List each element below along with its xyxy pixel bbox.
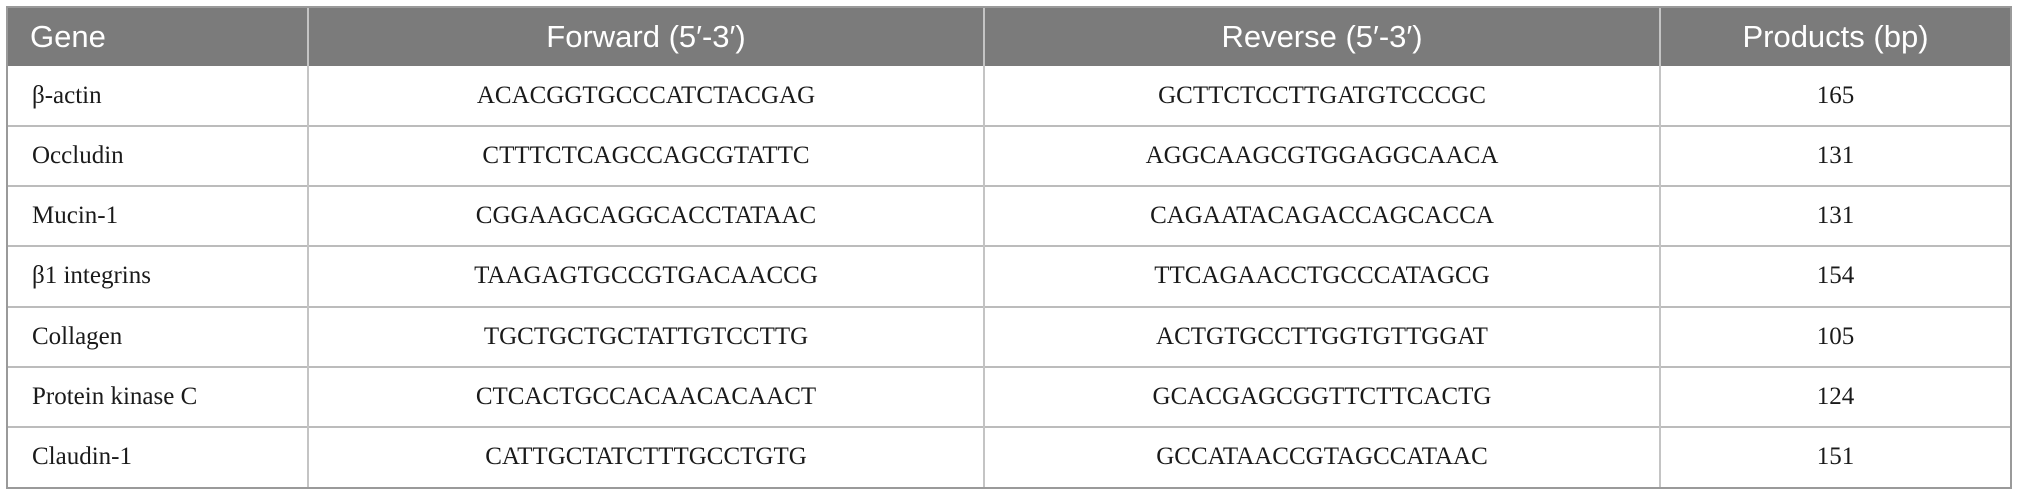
column-header-reverse: Reverse (5′-3′): [984, 8, 1661, 66]
gene-cell: Collagen: [8, 306, 309, 367]
primer-table-container: Gene Forward (5′-3′) Reverse (5′-3′) Pro…: [6, 6, 2012, 489]
product-size-cell: 124: [1816, 382, 1855, 410]
reverse-primer-cell: GCACGAGCGGTTCTTCACTG: [984, 366, 1661, 427]
reverse-primer-cell: GCCATAACCGTAGCCATAAC: [984, 426, 1661, 487]
forward-primer-cell: CTTTCTCAGCCAGCGTATTC: [308, 126, 985, 187]
table-header: Gene Forward (5′-3′) Reverse (5′-3′) Pro…: [8, 8, 2010, 66]
primer-table: Gene Forward (5′-3′) Reverse (5′-3′) Pro…: [8, 8, 2010, 487]
product-size-cell: 105: [1816, 322, 1855, 350]
forward-primer-cell: CTCACTGCCACAACACAACT: [308, 366, 985, 427]
forward-primer-cell: TGCTGCTGCTATTGTCCTTG: [308, 306, 985, 367]
gene-cell: β1 integrins: [8, 246, 309, 307]
forward-primer-cell: TAAGAGTGCCGTGACAACCG: [308, 246, 985, 307]
product-size-cell: 151: [1816, 443, 1855, 471]
column-header-products: Products (bp): [1742, 19, 1929, 54]
forward-primer-cell: CATTGCTATCTTTGCCTGTG: [308, 426, 985, 487]
reverse-primer-cell: CAGAATACAGACCAGCACCA: [984, 186, 1661, 247]
gene-cell: Mucin-1: [8, 186, 309, 247]
gene-cell: β-actin: [8, 66, 309, 127]
reverse-primer-cell: AGGCAAGCGTGGAGGCAACA: [984, 126, 1661, 187]
table-row: Occludin CTTTCTCAGCCAGCGTATTC AGGCAAGCGT…: [8, 126, 2010, 187]
gene-cell: Claudin-1: [8, 426, 309, 487]
product-size-cell: 131: [1816, 202, 1855, 230]
forward-primer-cell: ACACGGTGCCCATCTACGAG: [308, 66, 985, 127]
table-row: Claudin-1 CATTGCTATCTTTGCCTGTG GCCATAACC…: [8, 426, 2010, 487]
table-row: Mucin-1 CGGAAGCAGGCACCTATAAC CAGAATACAGA…: [8, 186, 2010, 247]
table-row: β1 integrins TAAGAGTGCCGTGACAACCG TTCAGA…: [8, 246, 2010, 307]
forward-primer-cell: CGGAAGCAGGCACCTATAAC: [308, 186, 985, 247]
column-header-gene: Gene: [8, 8, 309, 66]
table-body: β-actin ACACGGTGCCCATCTACGAG GCTTCTCCTTG…: [8, 66, 2010, 487]
product-size-cell: 131: [1816, 142, 1855, 170]
table-row: β-actin ACACGGTGCCCATCTACGAG GCTTCTCCTTG…: [8, 66, 2010, 127]
gene-cell: Occludin: [8, 126, 309, 187]
reverse-primer-cell: TTCAGAACCTGCCCATAGCG: [984, 246, 1661, 307]
column-header-forward: Forward (5′-3′): [308, 8, 985, 66]
product-size-cell: 165: [1816, 81, 1855, 109]
reverse-primer-cell: ACTGTGCCTTGGTGTTGGAT: [984, 306, 1661, 367]
reverse-primer-cell: GCTTCTCCTTGATGTCCCGC: [984, 66, 1661, 127]
table-row: Collagen TGCTGCTGCTATTGTCCTTG ACTGTGCCTT…: [8, 306, 2010, 367]
product-size-cell: 154: [1816, 262, 1855, 290]
table-row: Protein kinase C CTCACTGCCACAACACAACT GC…: [8, 366, 2010, 427]
gene-cell: Protein kinase C: [8, 366, 309, 427]
header-row: Gene Forward (5′-3′) Reverse (5′-3′) Pro…: [8, 8, 2010, 66]
